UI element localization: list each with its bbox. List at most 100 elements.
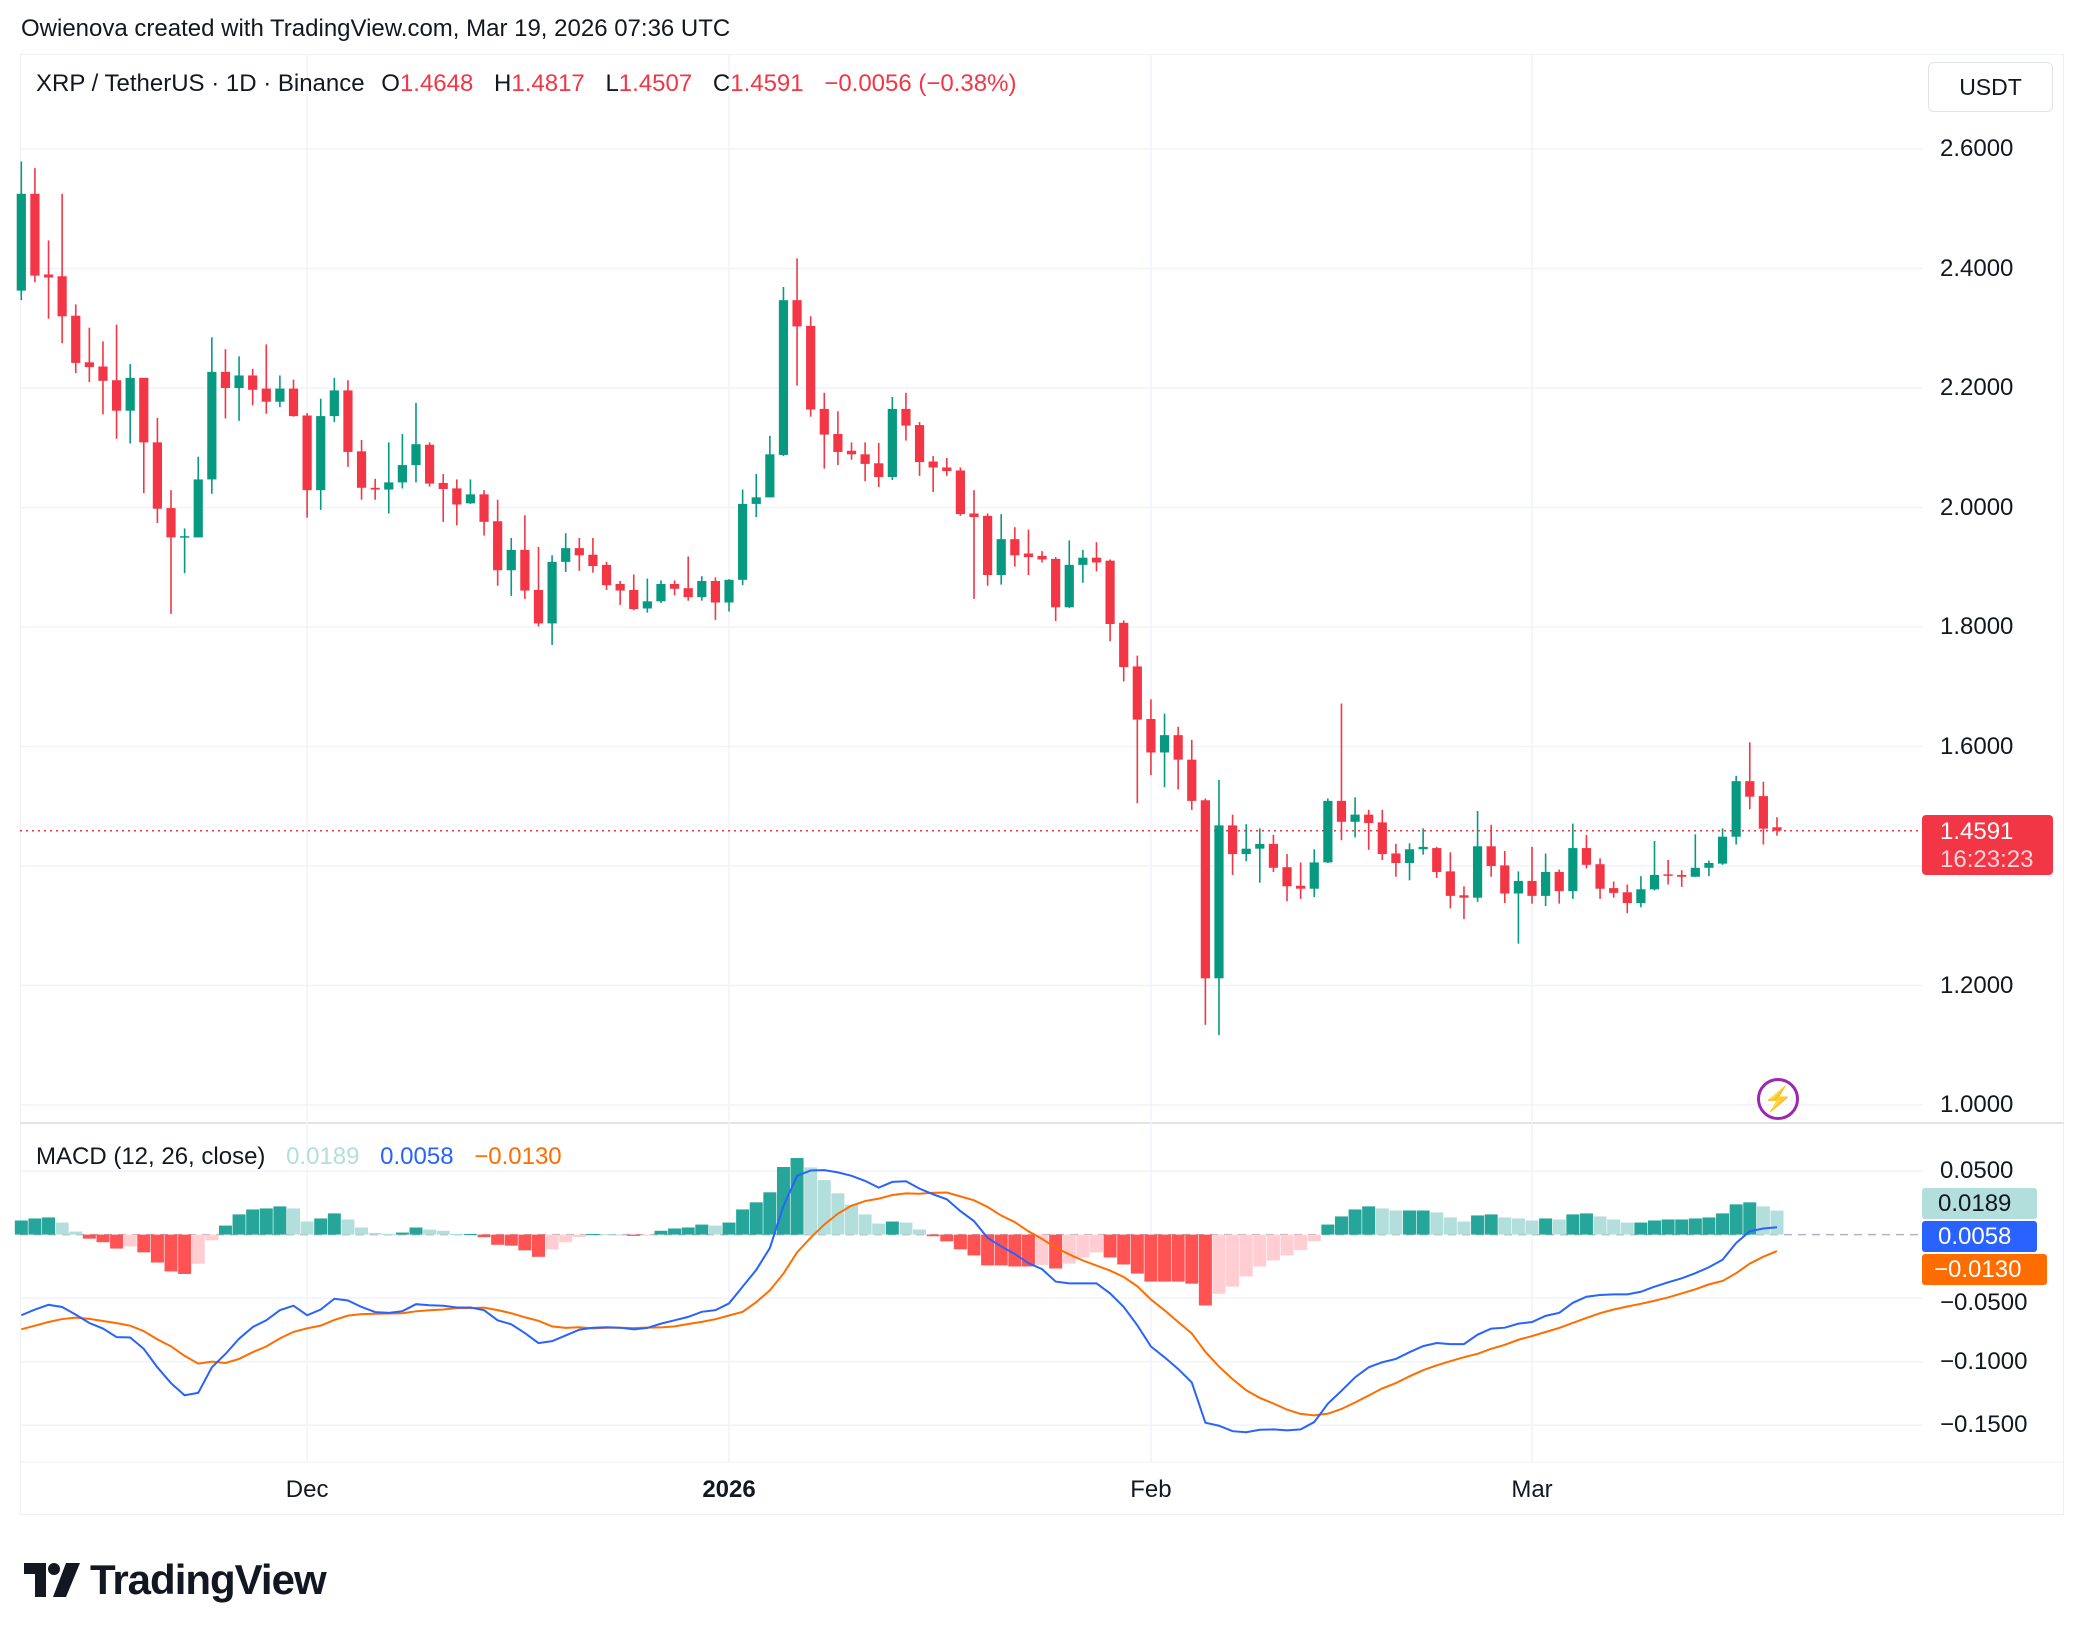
candle-down xyxy=(1037,555,1047,560)
candle-down xyxy=(1296,885,1306,889)
macd-histogram-bar xyxy=(994,1234,1008,1266)
candle-up xyxy=(1568,848,1578,892)
candle-down xyxy=(1554,871,1564,892)
candle-down xyxy=(1364,814,1374,823)
last-price-value: 1.4591 xyxy=(1940,818,2014,845)
candle-up xyxy=(1513,880,1523,894)
candle-down xyxy=(1091,557,1102,563)
macd-histogram-bar xyxy=(1716,1213,1730,1235)
candle-down xyxy=(914,425,925,463)
macd-histogram-bar xyxy=(668,1228,682,1235)
candle-up xyxy=(561,548,571,562)
macd-histogram-bar xyxy=(164,1234,178,1272)
macd-histogram-bar xyxy=(640,1234,654,1236)
candle-up xyxy=(1704,863,1714,868)
candle-down xyxy=(1146,719,1156,753)
macd-histogram-bar xyxy=(232,1214,246,1235)
candle-up xyxy=(547,561,557,624)
macd-histogram-bar xyxy=(600,1234,614,1236)
macd-histogram-bar xyxy=(531,1234,545,1257)
logo-text: TradingView xyxy=(90,1556,327,1603)
macd-histogram-bar xyxy=(872,1223,886,1235)
candle-down xyxy=(601,564,612,586)
macd-histogram-bar xyxy=(1593,1216,1607,1235)
candle-up xyxy=(1541,871,1551,896)
candle-up xyxy=(642,601,652,609)
macd-histogram-bar xyxy=(273,1206,287,1235)
candle-down xyxy=(1282,867,1292,887)
macd-histogram-bar xyxy=(1688,1218,1702,1235)
candle-down xyxy=(452,488,462,505)
macd-histogram-bar xyxy=(491,1234,505,1245)
time-tick-label: Dec xyxy=(285,1476,329,1503)
macd-histogram-bar xyxy=(1620,1222,1634,1235)
candle-up xyxy=(1323,800,1333,863)
macd-histogram-bar xyxy=(150,1234,164,1263)
macd-histogram-bar xyxy=(1525,1220,1539,1235)
candle-up xyxy=(1214,825,1224,979)
price-tick-label: 1.6000 xyxy=(1940,732,2014,760)
macd-histogram-bar xyxy=(1158,1234,1172,1282)
macd-title[interactable]: MACD (12, 26, close) xyxy=(36,1143,266,1170)
macd-histogram-bar xyxy=(572,1234,586,1238)
price-tick-label: 1.0000 xyxy=(1940,1091,2014,1118)
candle-down xyxy=(1581,848,1592,865)
macd-histogram-bar xyxy=(1443,1217,1457,1235)
macd-histogram-bar xyxy=(804,1167,818,1235)
macd-histogram-bar xyxy=(586,1233,600,1235)
macd-histogram-bar xyxy=(858,1214,872,1235)
macd-histogram-bar xyxy=(1375,1208,1389,1235)
candle-up xyxy=(234,375,244,388)
candle-up xyxy=(778,300,789,455)
candle-down xyxy=(302,415,312,491)
candle-down xyxy=(1132,666,1142,720)
macd-histogram-bar xyxy=(1334,1216,1348,1235)
candle-up xyxy=(207,371,217,480)
candle-up xyxy=(329,390,339,417)
candle-down xyxy=(220,371,231,388)
macd-histogram-bar xyxy=(654,1230,668,1235)
candle-down xyxy=(806,325,816,410)
candle-down xyxy=(166,508,176,538)
macd-histogram-bar xyxy=(518,1234,532,1251)
currency-button[interactable]: USDT xyxy=(1928,62,2053,112)
macd-histogram-bar xyxy=(845,1204,859,1235)
macd-histogram-bar xyxy=(463,1233,477,1235)
bar-countdown: 16:23:23 xyxy=(1940,846,2034,873)
macd-histogram-bar xyxy=(504,1234,518,1246)
macd-histogram-bar xyxy=(1770,1210,1784,1235)
candle-down xyxy=(139,377,149,443)
candle-down xyxy=(1187,759,1197,801)
macd-histogram-bar xyxy=(736,1209,750,1235)
macd-legend: MACD (12, 26, close) 0.0189 0.0058 −0.01… xyxy=(36,1143,576,1171)
candle-down xyxy=(343,390,353,452)
candle-up xyxy=(1241,848,1251,855)
macd-histogram-bar xyxy=(1471,1215,1485,1235)
macd-histogram-bar xyxy=(627,1234,641,1236)
macd-histogram-bar xyxy=(355,1227,369,1235)
candle-down xyxy=(710,580,721,603)
candle-down xyxy=(860,454,870,464)
macd-histogram-bar xyxy=(1539,1218,1553,1235)
macd-histogram-bar xyxy=(1117,1234,1131,1265)
macd-histogram-bar xyxy=(981,1234,995,1266)
macd-histogram-bar xyxy=(82,1234,96,1239)
macd-signal-value: −0.0130 xyxy=(474,1143,562,1170)
candle-down xyxy=(819,408,829,435)
macd-line-badge: 0.0058 xyxy=(1922,1221,2037,1252)
candle-down xyxy=(942,467,952,472)
candle-up xyxy=(384,482,394,490)
candle-down xyxy=(288,388,299,417)
candle-down xyxy=(1200,800,1210,979)
candle-down xyxy=(1268,843,1279,868)
symbol-legend: XRP / TetherUS · 1D · Binance O1.4648 H1… xyxy=(36,70,1030,98)
candle-down xyxy=(669,583,680,589)
macd-histogram-bar xyxy=(1403,1210,1417,1235)
close-label: C xyxy=(712,70,731,97)
symbol-title[interactable]: XRP / TetherUS · 1D · Binance xyxy=(36,70,365,97)
high-label: H xyxy=(494,70,512,97)
price-tick-label: 1.8000 xyxy=(1940,613,2014,640)
lightning-icon[interactable]: ⚡ xyxy=(1757,1078,1799,1120)
candle-down xyxy=(1227,825,1238,855)
